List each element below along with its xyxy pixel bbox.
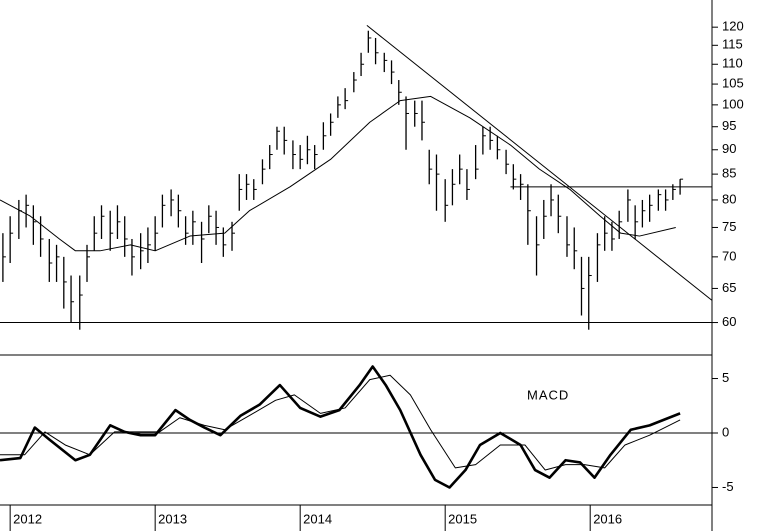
y-tick-label: 70 — [722, 248, 736, 263]
y-tick-label: 80 — [722, 191, 736, 206]
y-tick-label: 105 — [722, 76, 744, 91]
y-tick-label: 0 — [722, 424, 729, 439]
x-tick-label: 2015 — [448, 511, 477, 526]
y-tick-label: 65 — [722, 280, 736, 295]
y-tick-label: 100 — [722, 96, 744, 111]
y-tick-label: -5 — [722, 479, 734, 494]
y-tick-label: 5 — [722, 370, 729, 385]
y-tick-label: 115 — [722, 37, 743, 52]
y-tick-label: 95 — [722, 118, 736, 133]
line — [0, 95, 676, 252]
y-tick-label: 85 — [722, 166, 736, 181]
line — [0, 374, 681, 471]
y-tick-label: 90 — [722, 141, 736, 156]
y-tick-label: 75 — [722, 219, 736, 234]
macd-label: MACD — [527, 387, 569, 402]
y-tick-label: 110 — [722, 56, 743, 71]
line — [366, 25, 713, 301]
x-tick-label: 2016 — [593, 511, 622, 526]
x-tick-label: 2013 — [158, 511, 187, 526]
y-tick-label: 60 — [722, 314, 736, 329]
x-tick-label: 2014 — [303, 511, 332, 526]
line — [0, 365, 681, 489]
y-tick-label: 120 — [722, 19, 744, 34]
x-tick-label: 2012 — [13, 511, 42, 526]
